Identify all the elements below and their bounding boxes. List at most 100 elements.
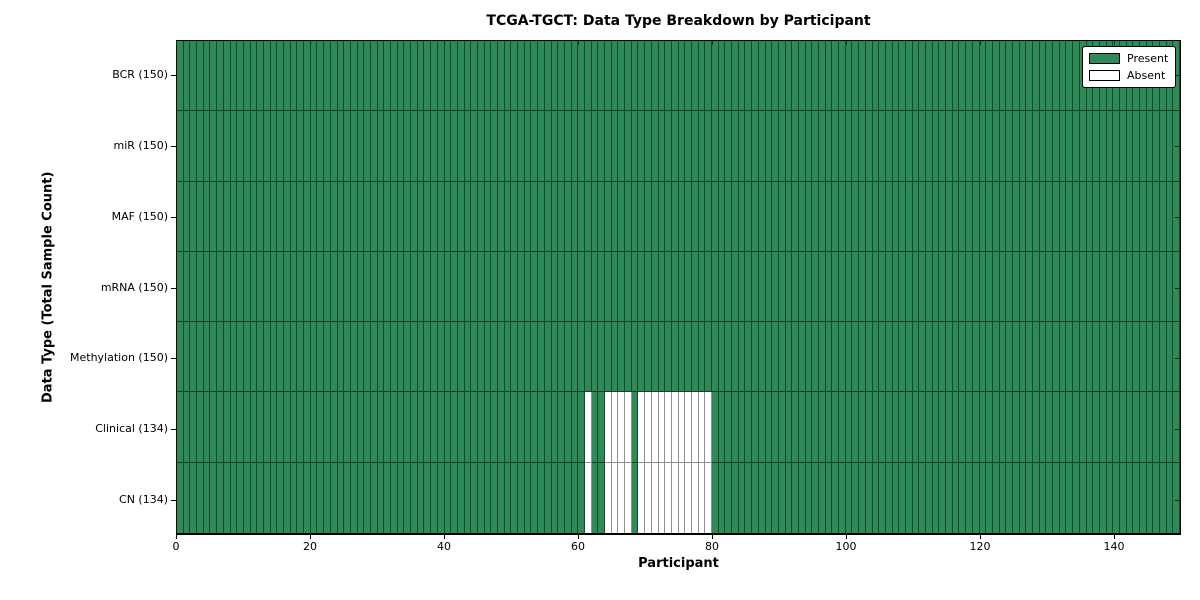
matrix-cell bbox=[498, 392, 505, 463]
matrix-cell bbox=[992, 181, 1000, 252]
matrix-cell bbox=[504, 181, 512, 252]
matrix-cell bbox=[1079, 392, 1087, 463]
matrix-cell bbox=[785, 181, 793, 252]
matrix-cell bbox=[350, 392, 358, 463]
matrix-cell bbox=[243, 41, 251, 112]
matrix-cell bbox=[1153, 251, 1161, 323]
matrix-cell bbox=[451, 41, 458, 112]
matrix-cell bbox=[952, 251, 960, 323]
x-axis-tick-top bbox=[176, 41, 177, 45]
matrix-cell bbox=[986, 111, 993, 182]
matrix-cell bbox=[992, 322, 1000, 393]
matrix-cell bbox=[732, 181, 739, 252]
matrix-cell bbox=[1046, 181, 1054, 252]
matrix-cell bbox=[912, 322, 920, 393]
matrix-cell bbox=[1026, 322, 1033, 393]
matrix-cell bbox=[210, 322, 218, 393]
matrix-cell bbox=[337, 392, 345, 463]
matrix-cell bbox=[524, 181, 532, 252]
matrix-cell bbox=[1079, 111, 1087, 182]
matrix-cell bbox=[745, 462, 753, 533]
matrix-cell bbox=[939, 462, 947, 533]
matrix-cell bbox=[859, 392, 866, 463]
matrix-cell bbox=[1039, 111, 1047, 182]
matrix-cell bbox=[538, 462, 545, 533]
matrix-cell bbox=[498, 181, 505, 252]
matrix-cell bbox=[370, 462, 378, 533]
matrix-cell bbox=[584, 392, 592, 463]
matrix-cell bbox=[1106, 322, 1114, 393]
matrix-cell bbox=[564, 111, 572, 182]
y-axis-tick-right bbox=[1175, 499, 1180, 501]
matrix-cell bbox=[270, 322, 278, 393]
matrix-cell bbox=[584, 41, 592, 112]
matrix-cell bbox=[738, 41, 746, 112]
matrix-cell bbox=[959, 392, 967, 463]
matrix-cell bbox=[1126, 251, 1134, 323]
matrix-cell bbox=[210, 462, 218, 533]
legend-item: Absent bbox=[1089, 69, 1168, 82]
matrix-cell bbox=[190, 111, 198, 182]
matrix-cell bbox=[457, 251, 465, 323]
matrix-cell bbox=[879, 41, 886, 112]
matrix-cell bbox=[531, 111, 539, 182]
x-axis-tick-top bbox=[578, 41, 579, 45]
matrix-cell bbox=[758, 462, 766, 533]
matrix-cell bbox=[243, 322, 251, 393]
matrix-cell bbox=[571, 181, 579, 252]
matrix-cell bbox=[839, 322, 846, 393]
matrix-cell bbox=[812, 322, 819, 393]
matrix-cell bbox=[752, 111, 759, 182]
y-tick-label-mRNA: mRNA (150) bbox=[100, 280, 168, 294]
matrix-cell bbox=[484, 181, 492, 252]
matrix-cell bbox=[551, 41, 559, 112]
x-axis-tick bbox=[846, 535, 847, 539]
matrix-cell bbox=[718, 322, 726, 393]
matrix-cell bbox=[464, 322, 472, 393]
matrix-cell bbox=[344, 251, 351, 323]
matrix-cell bbox=[698, 392, 706, 463]
matrix-cell bbox=[912, 41, 920, 112]
matrix-cell bbox=[237, 181, 244, 252]
matrix-cell bbox=[177, 392, 184, 463]
matrix-cell bbox=[825, 181, 833, 252]
matrix-cell bbox=[277, 322, 284, 393]
matrix-cell bbox=[1079, 181, 1087, 252]
matrix-cell bbox=[564, 322, 572, 393]
matrix-cell bbox=[531, 41, 539, 112]
matrix-cell bbox=[745, 181, 753, 252]
matrix-cell bbox=[999, 462, 1007, 533]
matrix-cell bbox=[865, 41, 873, 112]
matrix-cell bbox=[1033, 322, 1040, 393]
matrix-cell bbox=[718, 462, 726, 533]
matrix-cell bbox=[1099, 392, 1107, 463]
matrix-cell bbox=[685, 251, 692, 323]
matrix-cell bbox=[357, 41, 365, 112]
matrix-cell bbox=[571, 392, 579, 463]
x-tick-label: 40 bbox=[437, 540, 451, 553]
matrix-cell bbox=[370, 181, 378, 252]
matrix-cell bbox=[364, 392, 371, 463]
matrix-cell bbox=[979, 251, 987, 323]
matrix-cell bbox=[986, 462, 993, 533]
matrix-cell bbox=[1160, 462, 1167, 533]
matrix-cell bbox=[1039, 322, 1047, 393]
matrix-cell bbox=[558, 181, 565, 252]
matrix-cell bbox=[691, 181, 699, 252]
y-axis-tick-right bbox=[1175, 146, 1180, 148]
matrix-cell bbox=[765, 322, 773, 393]
matrix-cell bbox=[685, 392, 692, 463]
matrix-cell bbox=[1173, 251, 1181, 323]
matrix-cell bbox=[651, 251, 659, 323]
matrix-cell bbox=[738, 111, 746, 182]
matrix-cell bbox=[892, 251, 900, 323]
matrix-cell bbox=[424, 462, 432, 533]
matrix-cell bbox=[437, 181, 445, 252]
matrix-cell bbox=[631, 251, 639, 323]
matrix-cell bbox=[1073, 111, 1080, 182]
matrix-cell bbox=[364, 322, 371, 393]
matrix-cell bbox=[685, 111, 692, 182]
matrix-cell bbox=[217, 41, 224, 112]
matrix-cell bbox=[645, 41, 652, 112]
x-tick-label: 140 bbox=[1103, 540, 1125, 553]
